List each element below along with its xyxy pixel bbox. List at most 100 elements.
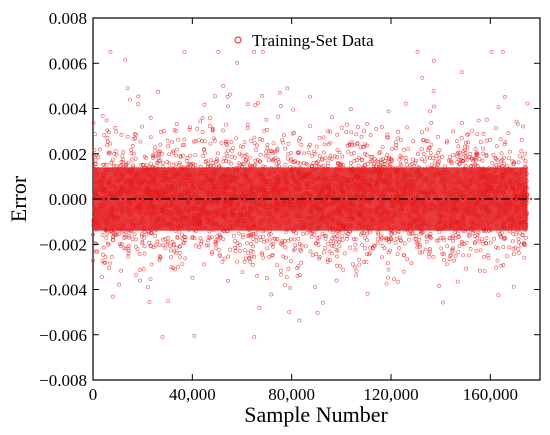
data-point <box>274 161 279 166</box>
data-point <box>275 174 280 179</box>
data-point <box>517 231 522 236</box>
data-point <box>414 233 419 238</box>
data-point <box>105 143 110 148</box>
data-point <box>438 214 443 219</box>
data-point <box>100 215 105 220</box>
data-point <box>194 243 198 248</box>
x-tick-label: 120,000 <box>363 385 418 404</box>
data-point <box>244 241 249 246</box>
data-point <box>144 171 149 176</box>
data-point <box>452 201 457 206</box>
data-point <box>284 182 288 187</box>
data-point <box>187 228 191 232</box>
data-point <box>218 234 223 239</box>
data-point <box>120 206 125 211</box>
data-point <box>175 224 180 229</box>
data-point <box>314 252 319 257</box>
data-point <box>205 190 209 195</box>
data-point <box>277 200 282 205</box>
data-point <box>344 214 349 219</box>
data-point <box>275 263 279 268</box>
data-point <box>512 223 517 228</box>
x-tick-label: 40,000 <box>169 385 216 404</box>
data-point <box>119 201 124 206</box>
data-point <box>408 232 413 236</box>
data-point <box>250 207 255 212</box>
data-point <box>123 181 127 186</box>
data-point <box>97 226 102 230</box>
data-point <box>197 245 202 250</box>
data-point <box>363 176 368 181</box>
data-point <box>122 236 127 241</box>
data-point <box>238 219 243 224</box>
data-point <box>384 281 389 286</box>
data-point <box>376 232 381 237</box>
data-point <box>309 205 314 210</box>
data-point <box>259 251 264 256</box>
data-point <box>100 172 105 177</box>
data-point <box>119 207 124 212</box>
data-point <box>222 205 227 210</box>
data-point <box>194 186 199 191</box>
data-point <box>204 158 209 163</box>
data-point <box>269 149 274 154</box>
data-point <box>387 217 392 222</box>
data-point <box>299 219 303 224</box>
data-point <box>252 335 257 339</box>
data-point <box>106 167 110 172</box>
data-point <box>382 246 387 251</box>
data-point <box>322 142 327 147</box>
data-point <box>125 170 130 175</box>
data-point <box>193 139 198 144</box>
data-point <box>445 244 450 249</box>
data-point <box>169 248 173 253</box>
data-point <box>399 138 403 143</box>
data-point <box>136 209 141 213</box>
data-point <box>106 150 111 155</box>
data-point <box>201 147 206 152</box>
data-point <box>312 149 317 154</box>
data-point <box>185 178 190 183</box>
data-point <box>290 131 295 136</box>
data-point <box>316 164 321 169</box>
data-point <box>434 184 439 189</box>
data-point <box>517 250 521 255</box>
data-point <box>192 216 197 220</box>
data-point <box>192 170 197 175</box>
data-point <box>224 168 229 173</box>
data-point <box>158 158 163 163</box>
data-point <box>148 115 153 120</box>
data-point <box>120 224 125 228</box>
data-point <box>386 250 391 255</box>
data-point <box>397 157 402 162</box>
data-point <box>364 168 369 173</box>
data-point <box>509 167 514 172</box>
data-point <box>148 135 153 140</box>
data-point <box>357 155 361 160</box>
data-point <box>104 196 108 201</box>
data-point <box>457 244 462 248</box>
data-point <box>427 254 432 259</box>
data-point <box>297 183 302 188</box>
data-point <box>490 160 495 165</box>
data-point <box>263 226 268 231</box>
data-point <box>156 155 161 160</box>
data-point <box>433 171 438 176</box>
data-point <box>313 203 318 208</box>
data-point <box>290 174 295 179</box>
data-point <box>337 229 342 234</box>
data-point <box>376 172 381 177</box>
data-point <box>512 161 516 166</box>
data-point <box>171 167 176 172</box>
data-point <box>198 220 203 225</box>
data-point <box>384 212 389 217</box>
data-point <box>472 241 477 246</box>
data-point <box>389 231 394 236</box>
data-point <box>273 201 277 206</box>
data-point <box>190 275 195 280</box>
data-point <box>211 185 216 190</box>
data-point <box>424 177 429 181</box>
data-point <box>391 199 396 204</box>
data-point <box>150 164 155 169</box>
data-point <box>190 235 195 240</box>
